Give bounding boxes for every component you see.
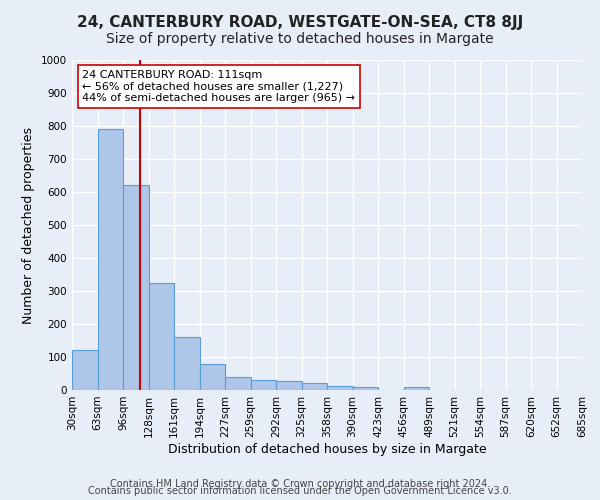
Bar — [327, 386, 353, 390]
Bar — [149, 283, 174, 390]
Y-axis label: Number of detached properties: Number of detached properties — [22, 126, 35, 324]
Text: Size of property relative to detached houses in Margate: Size of property relative to detached ho… — [106, 32, 494, 46]
Bar — [251, 380, 276, 390]
Bar — [123, 186, 149, 390]
Bar — [353, 388, 378, 390]
Text: 24, CANTERBURY ROAD, WESTGATE-ON-SEA, CT8 8JJ: 24, CANTERBURY ROAD, WESTGATE-ON-SEA, CT… — [77, 15, 523, 30]
Text: Contains public sector information licensed under the Open Government Licence v3: Contains public sector information licen… — [88, 486, 512, 496]
Bar — [225, 377, 251, 390]
Bar — [72, 350, 97, 390]
Text: Contains HM Land Registry data © Crown copyright and database right 2024.: Contains HM Land Registry data © Crown c… — [110, 479, 490, 489]
Bar — [199, 364, 225, 390]
Bar — [276, 381, 302, 390]
Bar — [404, 388, 429, 390]
Bar — [302, 384, 327, 390]
Bar — [174, 337, 199, 390]
Text: 24 CANTERBURY ROAD: 111sqm
← 56% of detached houses are smaller (1,227)
44% of s: 24 CANTERBURY ROAD: 111sqm ← 56% of deta… — [82, 70, 355, 103]
Bar — [97, 130, 123, 390]
X-axis label: Distribution of detached houses by size in Margate: Distribution of detached houses by size … — [167, 442, 487, 456]
